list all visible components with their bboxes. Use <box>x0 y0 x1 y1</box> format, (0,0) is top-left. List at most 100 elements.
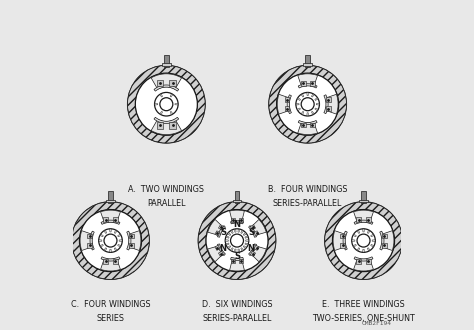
Wedge shape <box>357 248 360 251</box>
Wedge shape <box>99 240 102 241</box>
Text: C.  FOUR WINDINGS: C. FOUR WINDINGS <box>71 300 150 309</box>
Bar <box>365 259 371 264</box>
Wedge shape <box>353 234 356 237</box>
Wedge shape <box>250 219 266 236</box>
Wedge shape <box>316 103 319 105</box>
Text: N: N <box>247 244 255 253</box>
Wedge shape <box>324 95 328 114</box>
Circle shape <box>136 73 197 135</box>
Text: SERIES-PARALLEL: SERIES-PARALLEL <box>273 199 342 208</box>
Wedge shape <box>208 219 224 236</box>
Bar <box>112 217 118 222</box>
Wedge shape <box>371 234 374 237</box>
Text: B.  FOUR WINDINGS: B. FOUR WINDINGS <box>268 185 347 194</box>
Wedge shape <box>104 248 107 251</box>
Bar <box>340 243 345 248</box>
Bar <box>108 191 113 203</box>
Wedge shape <box>354 258 374 271</box>
Circle shape <box>357 234 370 247</box>
Bar <box>106 200 115 202</box>
Bar <box>382 243 387 248</box>
Wedge shape <box>229 258 245 271</box>
Wedge shape <box>109 249 111 252</box>
Wedge shape <box>315 98 318 100</box>
Bar <box>233 200 241 202</box>
Wedge shape <box>381 231 394 250</box>
Wedge shape <box>243 233 246 236</box>
Bar <box>284 97 289 102</box>
Wedge shape <box>101 220 120 224</box>
Bar <box>87 234 92 239</box>
Text: N: N <box>219 244 227 253</box>
Wedge shape <box>226 243 229 245</box>
Wedge shape <box>246 240 248 241</box>
Wedge shape <box>170 94 173 97</box>
Wedge shape <box>311 94 314 97</box>
Wedge shape <box>343 231 347 250</box>
Circle shape <box>296 92 319 116</box>
Circle shape <box>80 210 142 272</box>
Text: S: S <box>248 228 254 237</box>
Wedge shape <box>371 244 374 247</box>
Wedge shape <box>287 95 292 114</box>
Circle shape <box>230 234 244 247</box>
Wedge shape <box>238 229 240 232</box>
Circle shape <box>99 229 122 252</box>
Bar <box>250 225 255 230</box>
Wedge shape <box>100 234 103 237</box>
Bar <box>215 231 220 236</box>
Wedge shape <box>118 234 121 237</box>
Bar <box>303 63 312 66</box>
Circle shape <box>225 229 249 252</box>
Bar <box>310 81 315 86</box>
Wedge shape <box>228 246 231 248</box>
Bar <box>164 55 169 67</box>
Wedge shape <box>114 230 117 233</box>
Wedge shape <box>301 94 304 97</box>
Text: CMB2F194: CMB2F194 <box>362 321 392 326</box>
Circle shape <box>160 98 173 111</box>
Text: SERIES: SERIES <box>97 314 125 323</box>
Bar <box>301 123 306 127</box>
Wedge shape <box>100 258 120 271</box>
Bar <box>356 217 362 222</box>
Wedge shape <box>234 249 236 252</box>
Bar <box>382 234 387 239</box>
Wedge shape <box>119 240 122 241</box>
Text: N: N <box>234 220 240 229</box>
Wedge shape <box>250 246 266 262</box>
Text: S: S <box>220 228 226 237</box>
Circle shape <box>72 202 149 280</box>
Wedge shape <box>114 248 117 251</box>
Bar <box>215 245 220 250</box>
Bar <box>238 218 243 222</box>
Bar <box>169 80 176 86</box>
Wedge shape <box>307 113 309 116</box>
Bar <box>326 97 331 102</box>
Wedge shape <box>100 210 120 223</box>
Wedge shape <box>101 257 120 261</box>
Bar <box>231 218 236 222</box>
Wedge shape <box>80 231 93 250</box>
Bar <box>326 106 331 111</box>
Text: SERIES-PARALLEL: SERIES-PARALLEL <box>202 314 272 323</box>
Wedge shape <box>333 231 346 250</box>
Wedge shape <box>226 236 229 238</box>
Wedge shape <box>298 84 317 88</box>
Circle shape <box>301 98 314 111</box>
Wedge shape <box>234 229 236 232</box>
Bar <box>356 259 362 264</box>
Wedge shape <box>241 248 244 251</box>
Wedge shape <box>109 229 111 232</box>
Wedge shape <box>248 244 256 255</box>
Text: S: S <box>234 252 240 261</box>
Text: PARALLEL: PARALLEL <box>147 199 186 208</box>
Wedge shape <box>228 233 231 236</box>
Wedge shape <box>128 231 141 250</box>
Wedge shape <box>248 226 256 237</box>
Circle shape <box>206 210 268 272</box>
Wedge shape <box>354 220 373 224</box>
Wedge shape <box>100 244 103 247</box>
Wedge shape <box>155 103 158 105</box>
Circle shape <box>325 202 402 280</box>
